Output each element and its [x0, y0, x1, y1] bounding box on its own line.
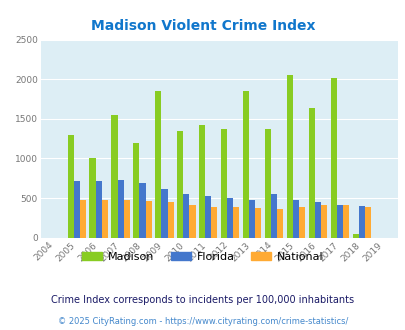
- Bar: [124, 200, 130, 238]
- Bar: [155, 91, 161, 238]
- Bar: [117, 180, 124, 238]
- Bar: [133, 143, 139, 238]
- Bar: [233, 207, 239, 238]
- Bar: [139, 183, 145, 238]
- Bar: [248, 200, 255, 238]
- Bar: [270, 194, 277, 238]
- Text: Crime Index corresponds to incidents per 100,000 inhabitants: Crime Index corresponds to incidents per…: [51, 295, 354, 305]
- Bar: [189, 205, 195, 238]
- Bar: [205, 196, 211, 238]
- Bar: [255, 208, 261, 238]
- Text: Madison Violent Crime Index: Madison Violent Crime Index: [91, 19, 314, 33]
- Bar: [80, 200, 86, 238]
- Bar: [298, 207, 305, 238]
- Text: © 2025 CityRating.com - https://www.cityrating.com/crime-statistics/: © 2025 CityRating.com - https://www.city…: [58, 317, 347, 326]
- Bar: [183, 194, 189, 238]
- Bar: [336, 205, 342, 238]
- Bar: [74, 182, 80, 238]
- Bar: [89, 158, 96, 238]
- Bar: [277, 209, 283, 238]
- Bar: [364, 207, 370, 238]
- Bar: [264, 129, 270, 238]
- Bar: [145, 201, 151, 238]
- Bar: [242, 91, 248, 238]
- Bar: [177, 131, 183, 238]
- Legend: Madison, Florida, National: Madison, Florida, National: [78, 248, 327, 267]
- Bar: [320, 205, 326, 238]
- Bar: [286, 75, 292, 238]
- Bar: [198, 125, 205, 238]
- Bar: [352, 234, 358, 238]
- Bar: [314, 202, 320, 238]
- Bar: [67, 135, 74, 238]
- Bar: [211, 207, 217, 238]
- Bar: [96, 182, 102, 238]
- Bar: [308, 108, 314, 238]
- Bar: [111, 115, 117, 238]
- Bar: [342, 205, 348, 238]
- Bar: [220, 129, 226, 238]
- Bar: [226, 198, 233, 238]
- Bar: [292, 200, 298, 238]
- Bar: [161, 189, 167, 238]
- Bar: [358, 206, 364, 238]
- Bar: [167, 202, 173, 238]
- Bar: [102, 200, 108, 238]
- Bar: [330, 78, 336, 238]
